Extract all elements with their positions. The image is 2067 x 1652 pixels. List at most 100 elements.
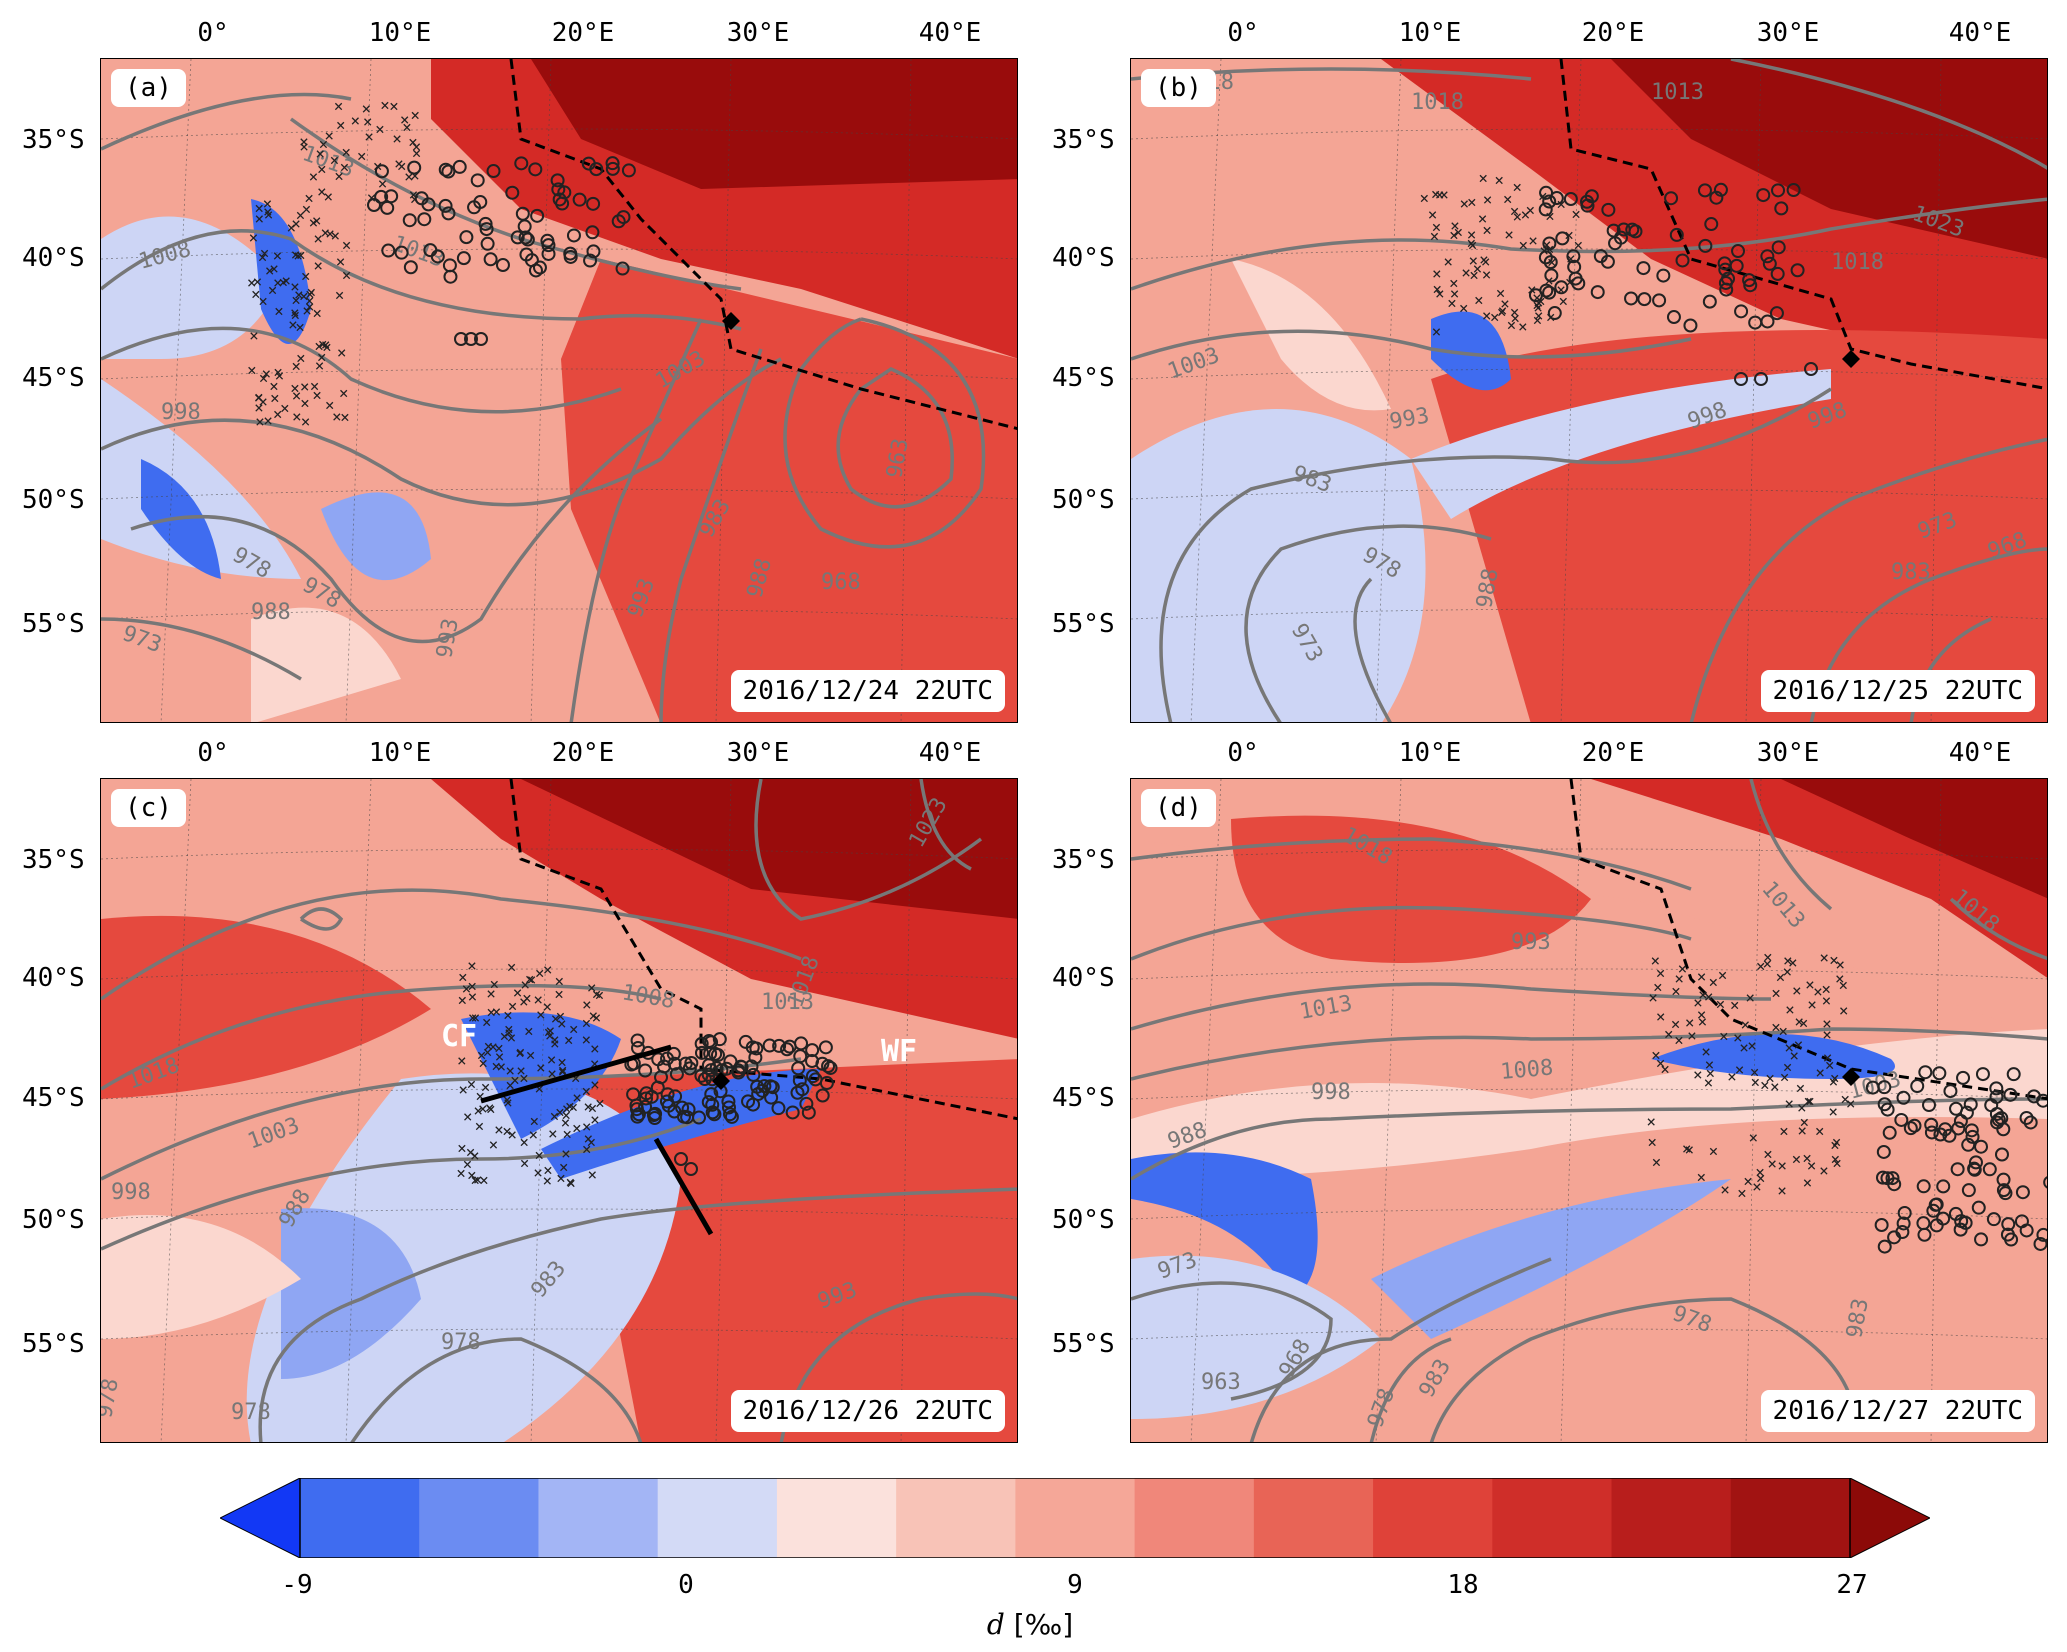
cross-marker: ×	[1709, 972, 1719, 991]
lat-label: 40°S	[1052, 243, 1115, 273]
cross-marker: ×	[569, 1097, 579, 1116]
circle-marker	[1760, 249, 1775, 264]
cross-marker: ×	[520, 975, 530, 994]
cross-marker: ×	[409, 185, 419, 204]
circle-marker	[1709, 190, 1724, 205]
cross-marker: ×	[296, 349, 306, 368]
circle-marker	[1936, 1179, 1951, 1194]
lon-label: 10°E	[1398, 738, 1462, 768]
cross-marker: ×	[1704, 1073, 1714, 1092]
circle-marker	[1568, 271, 1583, 286]
circle-marker	[1922, 1098, 1936, 1113]
cross-marker: ×	[1730, 995, 1740, 1014]
cross-marker: ×	[483, 1043, 493, 1062]
lon-label: 10°E	[368, 18, 432, 48]
cross-marker: ×	[1805, 1092, 1815, 1111]
colorbar-extend-low	[218, 1477, 301, 1559]
cross-marker: ×	[408, 132, 418, 151]
panel-a: 1013 1013 1008 1003 998 993 988 983 978 973 978 968…	[100, 58, 1018, 723]
cross-marker: ×	[263, 202, 273, 221]
cross-marker: ×	[466, 1143, 476, 1162]
pressure-contour	[1730, 59, 2047, 170]
cross-marker: ×	[1697, 1005, 1707, 1024]
cross-marker: ×	[1828, 1102, 1838, 1121]
circle-marker	[1974, 1139, 1989, 1154]
cross-marker: ×	[1799, 1014, 1809, 1033]
cross-marker: ×	[258, 392, 268, 411]
datetime-label: 2016/12/24 22UTC	[730, 670, 1005, 712]
cross-marker: ×	[1704, 987, 1714, 1006]
circle-marker	[2004, 1232, 2019, 1247]
circle-marker	[1790, 263, 1805, 278]
cross-marker: ×	[492, 1002, 502, 1021]
circle-marker	[1743, 278, 1758, 293]
cross-marker: ×	[1564, 225, 1574, 244]
graticule-meridian	[1560, 779, 1582, 1442]
cross-marker: ×	[481, 1077, 491, 1096]
cross-marker: ×	[478, 1099, 488, 1118]
cross-marker: ×	[1528, 231, 1538, 250]
cross-marker: ×	[1652, 1152, 1662, 1171]
cross-marker: ×	[293, 246, 303, 265]
pressure-contour	[1131, 905, 1692, 961]
circle-marker	[1974, 1232, 1989, 1247]
graticule-meridian	[1190, 59, 1222, 722]
cross-marker: ×	[1839, 975, 1849, 994]
cross-marker: ×	[1784, 1094, 1794, 1113]
cross-marker: ×	[1435, 185, 1445, 204]
circle-marker	[464, 332, 478, 346]
cross-marker: ×	[490, 975, 500, 994]
lat-label: 45°S	[1052, 1083, 1115, 1113]
lon-label: 40°E	[918, 18, 982, 48]
cross-marker: ×	[1767, 1154, 1777, 1173]
cross-marker: ×	[561, 1113, 571, 1132]
pressure-contour	[101, 983, 662, 1091]
circle-marker	[805, 1043, 820, 1058]
cross-marker: ×	[317, 182, 327, 201]
cross-marker: ×	[536, 1058, 546, 1077]
cross-marker: ×	[485, 1098, 495, 1117]
circle-marker	[630, 1033, 645, 1048]
cross-marker: ×	[291, 357, 301, 376]
cross-marker: ×	[1832, 1154, 1842, 1173]
pressure-contour	[1131, 197, 2047, 291]
circle-marker	[541, 246, 556, 261]
cross-marker: ×	[1739, 1038, 1749, 1057]
cross-marker: ×	[367, 188, 377, 207]
pressure-contour	[1949, 897, 2047, 961]
cross-marker: ×	[1750, 1062, 1760, 1081]
colorbar-tick: -9	[281, 1570, 313, 1600]
cross-marker: ×	[479, 1170, 489, 1189]
colorbar-segment	[657, 1478, 778, 1558]
cross-marker: ×	[1780, 1067, 1790, 1086]
isotope-field-region	[281, 1208, 421, 1379]
lat-label: 55°S	[22, 609, 85, 639]
contour-label: 998	[1311, 1080, 1351, 1105]
cross-marker: ×	[249, 228, 259, 247]
cross-marker: ×	[404, 167, 414, 186]
contour-label: 963	[1201, 1370, 1241, 1395]
colorbar	[218, 1477, 1932, 1559]
circle-marker	[550, 173, 565, 188]
cross-marker: ×	[1821, 980, 1831, 999]
cross-marker: ×	[1697, 1167, 1707, 1186]
circle-marker	[1593, 249, 1608, 264]
cross-marker: ×	[1481, 252, 1491, 271]
cross-marker: ×	[1797, 1098, 1807, 1117]
cross-marker: ×	[1454, 222, 1464, 241]
isotope-field-region	[101, 216, 281, 359]
cross-marker: ×	[470, 1146, 480, 1165]
colorbar-segment	[1492, 1478, 1613, 1558]
graticule-meridian	[160, 779, 192, 1442]
circle-marker	[639, 1091, 654, 1106]
isotope-field-region	[1411, 369, 1831, 519]
lon-label: 30°E	[1756, 18, 1820, 48]
cross-marker: ×	[1468, 251, 1478, 270]
pressure-contour	[350, 1337, 643, 1442]
lat-label: 45°S	[1052, 363, 1115, 393]
colorbar-segment	[1373, 1478, 1493, 1558]
circle-marker	[366, 198, 381, 213]
cross-marker: ×	[340, 157, 350, 176]
cross-marker: ×	[1807, 995, 1817, 1014]
circle-marker	[1669, 227, 1684, 242]
